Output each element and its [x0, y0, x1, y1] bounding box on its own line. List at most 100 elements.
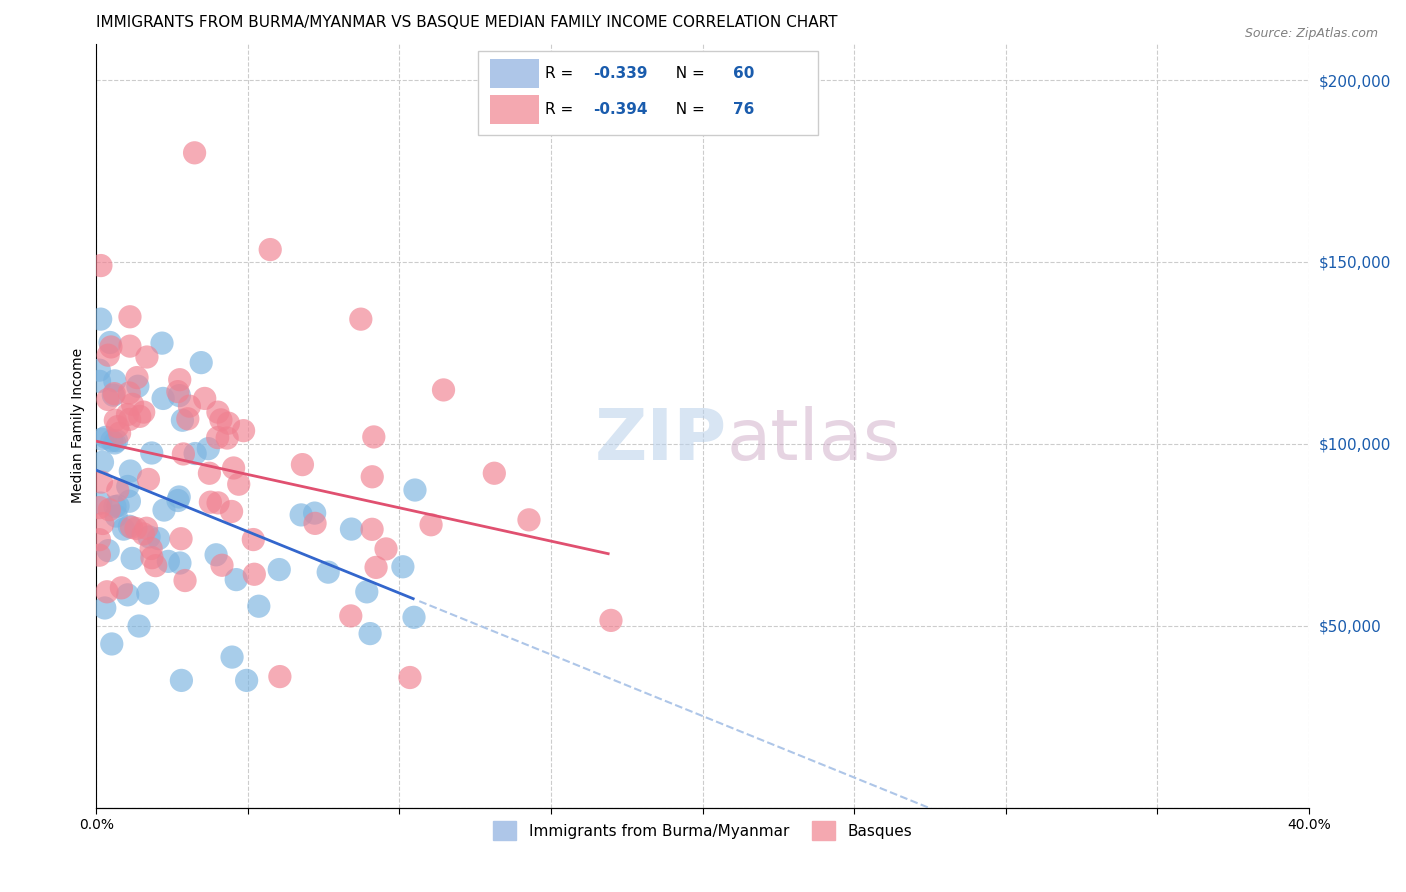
Text: -0.394: -0.394 [593, 102, 648, 117]
Point [392, 559, 415, 574]
Point [141, 541, 163, 556]
Point [91, 516, 114, 531]
Point [90, 259, 112, 273]
Point [150, 336, 173, 351]
Text: Source: ZipAtlas.com: Source: ZipAtlas.com [1244, 27, 1378, 40]
Point [110, 581, 132, 595]
Point [169, 373, 191, 387]
Point [136, 586, 159, 600]
Point [198, 467, 221, 481]
Point [105, 434, 128, 448]
Point [118, 519, 141, 533]
Point [125, 521, 148, 535]
Point [228, 477, 250, 491]
Point [89, 533, 111, 547]
Point [89, 375, 111, 389]
Point [222, 461, 245, 475]
Point [138, 530, 160, 544]
Text: 76: 76 [733, 102, 754, 117]
Point [600, 614, 623, 628]
Point [100, 637, 122, 651]
Point [121, 520, 143, 534]
Point [112, 522, 135, 536]
Point [221, 504, 243, 518]
Point [399, 671, 422, 685]
Text: ZIP: ZIP [595, 407, 727, 475]
Text: R =: R = [546, 102, 578, 117]
Point [183, 145, 205, 160]
Point [217, 431, 239, 445]
Point [136, 350, 159, 364]
Point [101, 434, 124, 448]
Point [128, 619, 150, 633]
Point [153, 503, 176, 517]
Text: N =: N = [666, 102, 710, 117]
Point [197, 442, 219, 456]
Point [104, 374, 127, 388]
Point [269, 563, 291, 577]
Point [207, 496, 229, 510]
Point [135, 521, 157, 535]
Point [211, 558, 233, 573]
Point [132, 527, 155, 541]
Point [97, 392, 120, 407]
Point [91, 455, 114, 469]
Point [141, 550, 163, 565]
Point [190, 356, 212, 370]
Point [97, 543, 120, 558]
Legend: Immigrants from Burma/Myanmar, Basques: Immigrants from Burma/Myanmar, Basques [488, 815, 918, 846]
Point [205, 548, 228, 562]
Point [259, 243, 281, 257]
Text: R =: R = [546, 66, 578, 81]
Point [174, 574, 197, 588]
Point [363, 430, 385, 444]
Point [98, 335, 121, 350]
Point [148, 532, 170, 546]
Point [243, 567, 266, 582]
FancyBboxPatch shape [478, 52, 818, 136]
Point [290, 508, 312, 522]
Point [138, 472, 160, 486]
Point [304, 516, 326, 531]
Point [103, 388, 125, 402]
Text: N =: N = [666, 66, 710, 81]
Point [107, 499, 129, 513]
Point [121, 551, 143, 566]
Point [484, 467, 506, 481]
Point [177, 412, 200, 426]
Point [221, 650, 243, 665]
Point [118, 412, 141, 426]
Text: atlas: atlas [727, 407, 901, 475]
Point [207, 405, 229, 419]
Point [232, 424, 254, 438]
Point [404, 483, 426, 497]
Point [118, 339, 141, 353]
Point [128, 409, 150, 424]
Point [117, 588, 139, 602]
Point [364, 560, 387, 574]
Point [118, 310, 141, 324]
Point [170, 673, 193, 688]
Point [179, 399, 201, 413]
Point [108, 426, 131, 441]
Point [207, 431, 229, 445]
Point [121, 397, 143, 411]
Point [269, 670, 291, 684]
Point [200, 495, 222, 509]
Point [169, 388, 191, 402]
Point [103, 386, 125, 401]
Point [107, 483, 129, 498]
Point [127, 379, 149, 393]
Point [94, 430, 117, 444]
Point [104, 500, 127, 514]
Point [350, 312, 373, 326]
Point [167, 384, 190, 399]
Point [117, 408, 139, 422]
Point [97, 348, 120, 362]
Point [118, 494, 141, 508]
Point [359, 626, 381, 640]
Point [209, 413, 232, 427]
Point [96, 584, 118, 599]
Point [361, 470, 384, 484]
Text: IMMIGRANTS FROM BURMA/MYANMAR VS BASQUE MEDIAN FAMILY INCOME CORRELATION CHART: IMMIGRANTS FROM BURMA/MYANMAR VS BASQUE … [97, 15, 838, 30]
